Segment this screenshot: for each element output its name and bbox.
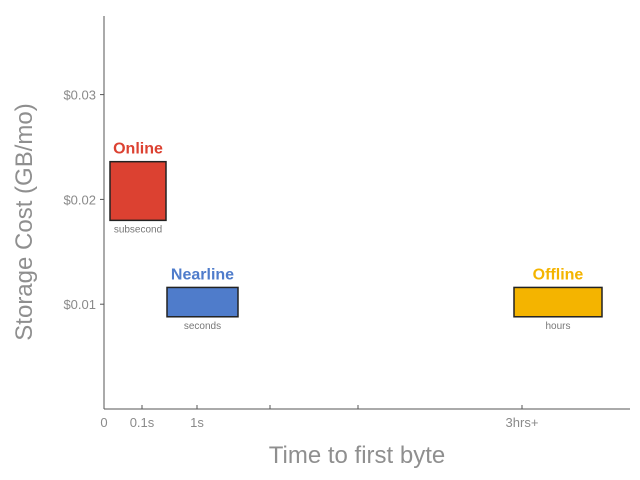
- online-sublabel: subsecond: [114, 224, 162, 235]
- x-axis-title: Time to first byte: [269, 442, 445, 469]
- storage-class-online: Online subsecond: [109, 141, 167, 235]
- y-tick-label: $0.03: [63, 88, 96, 103]
- offline-sublabel: hours: [545, 321, 570, 332]
- y-tick-label: $0.01: [63, 297, 96, 312]
- x-tick-label: 0.1s: [130, 415, 155, 430]
- x-tick-label: 0: [100, 415, 107, 430]
- y-tick-label: $0.02: [63, 192, 96, 207]
- offline-label: Offline: [533, 266, 584, 283]
- nearline-box: [166, 286, 239, 318]
- x-ticks: 0 0.1s 1s 3hrs+: [100, 405, 538, 430]
- nearline-sublabel: seconds: [184, 321, 221, 332]
- online-label: Online: [113, 141, 163, 158]
- nearline-label: Nearline: [171, 266, 234, 283]
- offline-box: [513, 286, 603, 318]
- y-ticks: $0.01 $0.02 $0.03: [63, 88, 104, 312]
- x-tick-label: 3hrs+: [506, 415, 539, 430]
- storage-class-boxes: Online subsecond Nearline seconds Offline hou…: [109, 141, 603, 332]
- storage-class-nearline: Nearline seconds: [166, 266, 239, 332]
- storage-class-offline: Offline hours: [513, 266, 603, 332]
- online-box: [109, 160, 167, 222]
- x-tick-label: 1s: [190, 415, 204, 430]
- y-axis-title: Storage Cost (GB/mo): [11, 103, 38, 340]
